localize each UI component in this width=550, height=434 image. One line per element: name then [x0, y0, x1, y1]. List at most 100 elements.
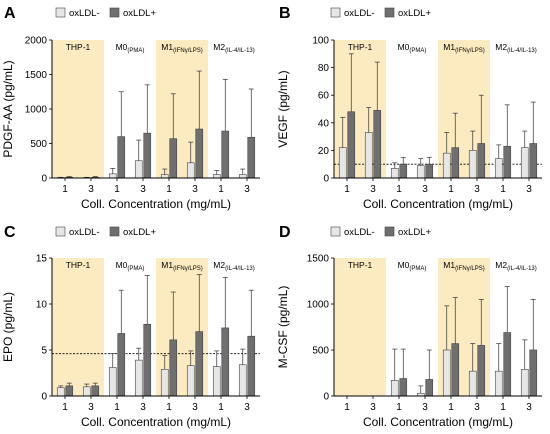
y-tick-label: 1000 — [307, 300, 330, 311]
x-tick-label: 3 — [192, 184, 198, 195]
y-tick-label: 500 — [30, 139, 47, 150]
group-name: M1 — [443, 260, 455, 270]
bar-oxldl-neg — [364, 132, 373, 179]
x-tick-label: 1 — [166, 184, 172, 195]
legend-label-oxldl-pos: oxLDL+ — [123, 8, 156, 19]
group-subscript: (IFNγ/LPS) — [455, 266, 485, 272]
group-subscript: (IL-4/IL-13) — [225, 48, 255, 54]
y-tick-label: 1500 — [25, 70, 48, 81]
y-tick-label: 1500 — [307, 254, 330, 265]
bar-oxldl-pos — [503, 332, 512, 397]
bar-oxldl-pos — [451, 147, 460, 179]
bar-oxldl-pos — [195, 128, 204, 179]
panel-letter: B — [279, 5, 291, 22]
x-tick-label: 1 — [448, 184, 454, 195]
group-label: M2(IL-4/IL-13) — [495, 42, 537, 54]
bar-oxldl-pos — [169, 339, 178, 397]
x-tick-label: 1 — [500, 184, 506, 195]
legend-swatch-oxldl-pos — [384, 7, 395, 18]
x-tick-label: 3 — [526, 402, 532, 413]
bar-oxldl-neg — [338, 147, 347, 179]
bar-oxldl-pos — [247, 136, 256, 179]
y-tick-label: 1000 — [25, 105, 48, 116]
group-name: M0 — [116, 260, 128, 270]
x-tick-label: 1 — [396, 184, 402, 195]
bar-oxldl-neg — [520, 369, 529, 397]
x-tick-label: 3 — [422, 402, 428, 413]
bar-oxldl-neg — [160, 174, 169, 179]
x-tick-label: 1 — [166, 402, 172, 413]
legend-label-oxldl-neg: oxLDL- — [69, 227, 100, 238]
x-tick-label: 1 — [396, 402, 402, 413]
group-name: THP-1 — [66, 260, 91, 270]
legend-swatch-oxldl-neg — [330, 226, 341, 237]
group-label: THP-1 — [348, 260, 373, 270]
bar-oxldl-pos — [451, 343, 460, 397]
y-axis-label: PDGF-AA (pg/mL) — [1, 60, 15, 157]
group-subscript: (PMA) — [409, 48, 426, 54]
bar-oxldl-pos — [195, 331, 204, 397]
panel-letter: A — [4, 5, 16, 22]
bar-oxldl-pos — [91, 385, 100, 397]
bar-oxldl-neg — [520, 147, 529, 179]
group-name: M2 — [213, 260, 225, 270]
bar-oxldl-neg — [108, 367, 117, 397]
bar-oxldl-neg — [212, 174, 221, 179]
bar-oxldl-pos — [221, 327, 230, 397]
group-name: M0 — [116, 42, 128, 52]
bar-oxldl-neg — [238, 364, 247, 397]
y-axis-label: EPO (pg/mL) — [1, 292, 15, 362]
y-axis-label: M-CSF (pg/mL) — [276, 286, 290, 369]
group-label: THP-1 — [348, 42, 373, 52]
bar-oxldl-pos — [399, 163, 408, 179]
y-tick-label: 60 — [318, 91, 330, 102]
bar-oxldl-neg — [56, 387, 65, 397]
group-name: M2 — [213, 42, 225, 52]
bar-oxldl-pos — [425, 379, 434, 397]
group-subscript: (PMA) — [127, 48, 144, 54]
x-tick-label: 1 — [500, 402, 506, 413]
group-highlight — [334, 258, 386, 396]
bar-oxldl-neg — [390, 168, 399, 179]
x-tick-label: 3 — [244, 184, 250, 195]
x-tick-label: 1 — [448, 402, 454, 413]
chart-panel-d: THP-1 M0(PMA) M1(IFNγ/LPS) M2(IL-4/IL-13) 1 3… — [276, 224, 542, 429]
x-tick-label: 3 — [244, 402, 250, 413]
x-tick-label: 3 — [474, 184, 480, 195]
bar-oxldl-pos — [503, 145, 512, 179]
bar-oxldl-neg — [134, 160, 143, 179]
legend-label-oxldl-neg: oxLDL- — [344, 227, 375, 238]
legend-label-oxldl-pos: oxLDL+ — [398, 8, 431, 19]
y-tick-label: 500 — [312, 346, 329, 357]
bar-oxldl-neg — [212, 366, 221, 397]
x-axis-label: Coll. Concentration (mg/mL) — [81, 415, 231, 429]
x-tick-label: 3 — [88, 184, 94, 195]
bar-oxldl-neg — [442, 349, 451, 397]
legend-swatch-oxldl-neg — [55, 7, 66, 18]
y-tick-label: 0 — [323, 174, 329, 185]
group-name: THP-1 — [348, 42, 373, 52]
x-tick-label: 3 — [192, 402, 198, 413]
group-highlight — [52, 40, 104, 178]
y-tick-label: 0 — [41, 174, 47, 185]
bar-oxldl-pos — [477, 345, 486, 397]
x-tick-label: 3 — [140, 402, 146, 413]
group-label: M0(PMA) — [398, 260, 427, 272]
x-tick-label: 1 — [218, 184, 224, 195]
x-tick-label: 1 — [62, 402, 68, 413]
x-tick-label: 1 — [62, 184, 68, 195]
bar-oxldl-neg — [442, 152, 451, 179]
group-name: M1 — [161, 42, 173, 52]
x-tick-label: 1 — [114, 402, 120, 413]
bar-oxldl-pos — [143, 323, 152, 397]
group-label: M1(IFNγ/LPS) — [161, 260, 202, 272]
bar-oxldl-neg — [390, 380, 399, 397]
group-label: M2(IL-4/IL-13) — [213, 42, 255, 54]
bar-oxldl-neg — [238, 174, 247, 179]
group-label: THP-1 — [66, 42, 91, 52]
bar-oxldl-pos — [477, 143, 486, 179]
group-label: M1(IFNγ/LPS) — [443, 260, 484, 272]
group-subscript: (IL-4/IL-13) — [507, 48, 537, 54]
group-label: THP-1 — [66, 260, 91, 270]
bar-oxldl-neg — [468, 370, 477, 397]
